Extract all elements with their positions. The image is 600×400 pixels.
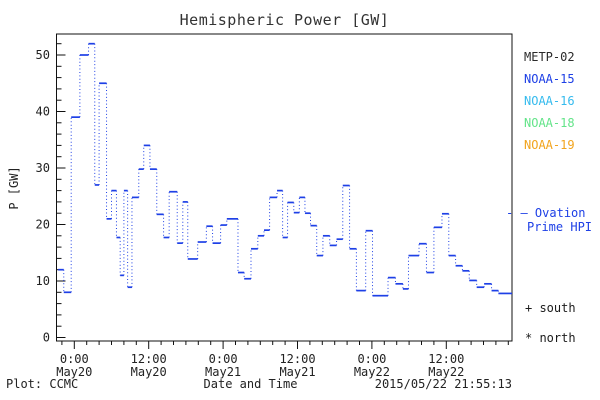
satellite-legend-item: NOAA-19 [524,138,575,152]
satellite-legend-item: METP-02 [524,50,575,64]
satellite-legend-item: NOAA-18 [524,116,575,130]
ovation-line-marker: - — [506,206,528,220]
x-axis-title: Date and Time [203,377,298,391]
ovation-legend-line1: - — Ovation [506,206,586,220]
x-tick-time-label: 12:00 [428,352,464,366]
chart-title: Hemispheric Power [GW] [179,11,390,29]
y-tick-label: 50 [36,48,50,62]
hemisphere-legend-item-north: * north [525,331,576,345]
x-tick-time-label: 0:00 [209,352,238,366]
satellite-legend: METP-02 NOAA-15 NOAA-16 NOAA-18 NOAA-19 [524,46,575,156]
y-tick-label: 30 [36,161,50,175]
x-tick-date-label: May20 [56,365,92,379]
y-tick-label: 0 [43,331,50,345]
x-tick-date-label: May21 [279,365,315,379]
x-tick-time-label: 0:00 [357,352,386,366]
x-tick-date-label: May22 [428,365,464,379]
plot-timestamp: 2015/05/22 21:55:13 [374,377,512,391]
x-tick-time-label: 0:00 [60,352,89,366]
ovation-legend-line2: Prime HPI [527,220,593,234]
y-tick-label: 40 [36,105,50,119]
hemisphere-legend-item-south: + south [525,301,576,315]
ovation-legend-label: Ovation [534,206,586,220]
x-tick-time-label: 12:00 [279,352,315,366]
y-axis-title: P [GW] [7,166,21,210]
x-tick-date-label: May20 [131,365,167,379]
satellite-legend-item: NOAA-16 [524,94,575,108]
y-tick-label: 10 [36,274,50,288]
plot-credit: Plot: CCMC [6,377,79,391]
satellite-legend-item: NOAA-15 [524,72,575,86]
y-tick-label: 20 [36,218,50,232]
x-tick-date-label: May22 [354,365,390,379]
plot-frame [56,33,513,342]
hpi-step-series [58,42,512,297]
hemisphere-legend: + south * north [525,301,576,361]
x-tick-time-label: 12:00 [131,352,167,366]
x-tick-date-label: May21 [205,365,241,379]
